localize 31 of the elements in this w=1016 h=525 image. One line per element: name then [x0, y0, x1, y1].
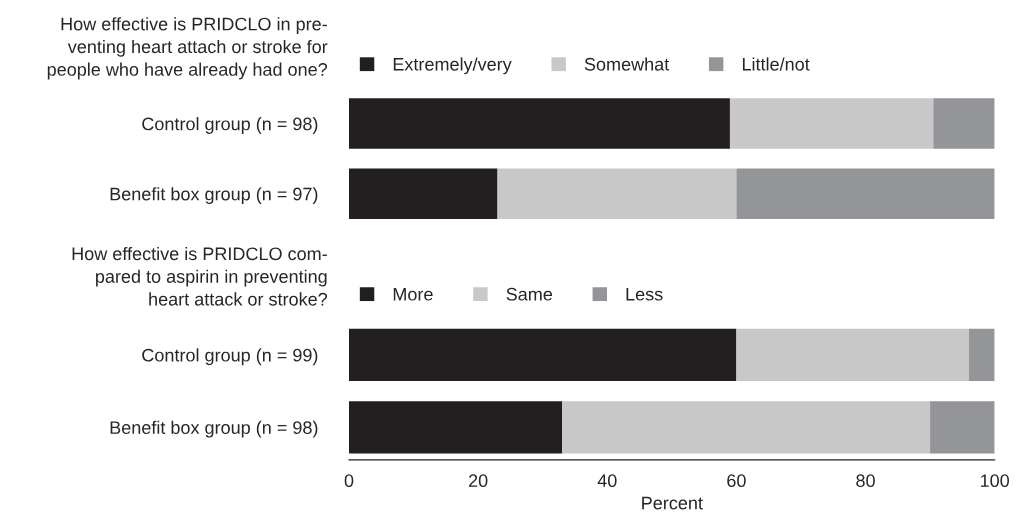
y-tick-label: Benefit box group (n = 97): [110, 187, 318, 204]
legend-label: Extremely/very: [393, 57, 512, 75]
x-axis-title: Percent: [642, 496, 703, 510]
bar: [497, 168, 737, 219]
bar: [736, 168, 995, 219]
bar: [349, 98, 730, 149]
legend-label: Somewhat: [584, 57, 670, 71]
bar: [930, 401, 995, 454]
x-tick-label: 100: [980, 474, 1010, 488]
legend-label: Same: [506, 287, 553, 301]
x-tick-label: 80: [856, 474, 875, 488]
legend-label: More: [393, 288, 433, 301]
x-tick-label: 0: [344, 474, 354, 488]
x-tick-label: 20: [469, 474, 488, 488]
x-tick-label: 60: [727, 474, 746, 488]
text: How effective is PRIDCLO in pre- venting heart attach or stroke for people who have already had one?: [47, 17, 328, 80]
text: How effective is PRIDCLO com- pared to aspirin in preventing heart attack or stroke?: [72, 246, 328, 306]
y-tick-label: Control group (n = 99): [142, 348, 318, 366]
y-tick-label: Benefit box group (n = 98): [110, 420, 318, 438]
bar: [349, 168, 498, 219]
bar: [349, 328, 737, 381]
bar: [729, 98, 934, 149]
x-tick-label: 40: [597, 474, 617, 488]
bar: [349, 401, 563, 454]
legend-label: Little/not: [742, 57, 810, 71]
legend-label: Less: [626, 288, 663, 301]
bar: [736, 328, 969, 381]
bar: [562, 401, 931, 454]
bar: [968, 328, 995, 381]
y-tick-label: Control group (n = 98): [142, 117, 318, 134]
bar: [933, 98, 995, 149]
